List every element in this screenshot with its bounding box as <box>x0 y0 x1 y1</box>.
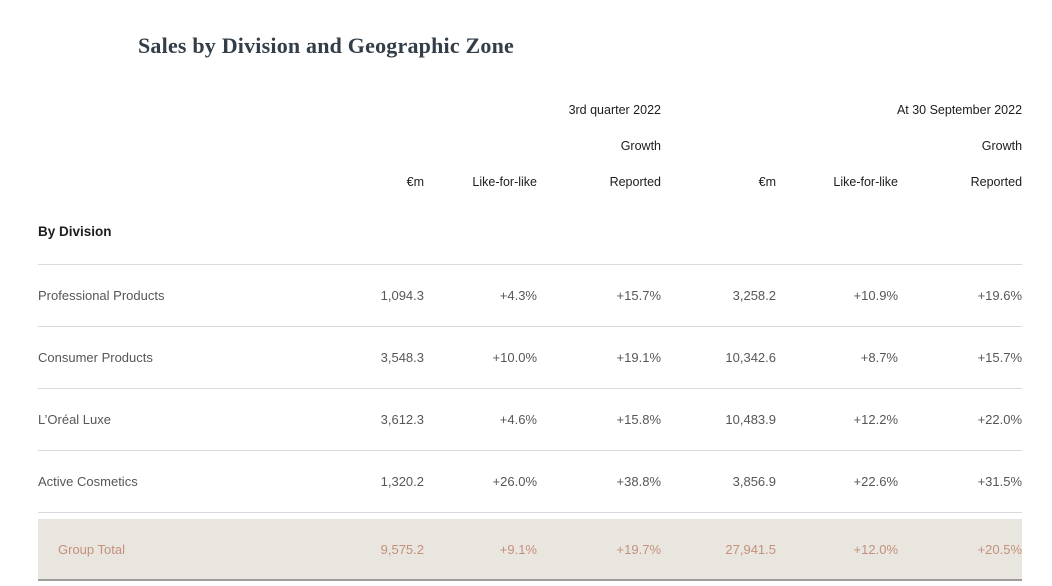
cell-value: 10,483.9 <box>661 388 776 451</box>
section-header-row: By Division <box>38 200 1023 265</box>
cell-value: 1,320.2 <box>318 450 424 513</box>
cell-value: +10.0% <box>424 326 537 389</box>
total-cell-value: +19.7% <box>537 519 661 581</box>
table-row-loreal-luxe: L’Oréal Luxe 3,612.3 +4.6% +15.8% 10,483… <box>38 388 1023 451</box>
cell-value: 3,856.9 <box>661 450 776 513</box>
spacer-row <box>38 512 1022 519</box>
section-label: By Division <box>38 200 1023 265</box>
cell-value: 1,094.3 <box>318 264 424 327</box>
growth-header-ytd: Growth <box>981 139 1023 153</box>
column-header-row: €m Like-for-like Reported €m Like-for-li… <box>38 164 1022 200</box>
cell-value: +26.0% <box>424 450 537 513</box>
cell-value: +10.9% <box>776 264 898 327</box>
page-title: Sales by Division and Geographic Zone <box>138 33 514 58</box>
cell-value: +8.7% <box>776 326 898 389</box>
row-label: L’Oréal Luxe <box>38 388 318 451</box>
column-header-reported-q3: Reported <box>609 175 661 189</box>
cell-value: +22.6% <box>776 450 898 513</box>
sales-table: 3rd quarter 2022 At 30 September 2022 Gr… <box>38 92 1023 581</box>
table-row-consumer-products: Consumer Products 3,548.3 +10.0% +19.1% … <box>38 326 1023 389</box>
cell-value: 3,548.3 <box>318 326 424 389</box>
row-label: Consumer Products <box>38 326 318 389</box>
cell-value: +4.3% <box>424 264 537 327</box>
cell-value: +15.8% <box>537 388 661 451</box>
cell-value: +31.5% <box>898 450 1023 513</box>
row-label: Active Cosmetics <box>38 450 318 513</box>
table-row-active-cosmetics: Active Cosmetics 1,320.2 +26.0% +38.8% 3… <box>38 450 1023 513</box>
period-header-q3: 3rd quarter 2022 <box>568 103 661 117</box>
column-header-spacer <box>38 164 318 200</box>
period-header-ytd: At 30 September 2022 <box>896 103 1023 117</box>
column-header-eur-ytd: €m <box>758 175 776 189</box>
column-header-lfl-q3: Like-for-like <box>472 175 537 189</box>
cell-value: +15.7% <box>537 264 661 327</box>
cell-value: +19.1% <box>537 326 661 389</box>
cell-value: +15.7% <box>898 326 1023 389</box>
growth-header-row: Growth Growth <box>38 128 1022 164</box>
total-cell-value: 9,575.2 <box>318 519 424 581</box>
report-content: Sales by Division and Geographic Zone 3r… <box>38 0 1023 581</box>
cell-value: 3,612.3 <box>318 388 424 451</box>
column-header-reported-ytd: Reported <box>970 175 1023 189</box>
cell-value: +38.8% <box>537 450 661 513</box>
growth-header-q3: Growth <box>620 139 661 153</box>
row-label: Professional Products <box>38 264 318 327</box>
cell-value: +19.6% <box>898 264 1023 327</box>
cell-value: +12.2% <box>776 388 898 451</box>
total-row: Group Total 9,575.2 +9.1% +19.7% 27,941.… <box>38 519 1023 581</box>
total-row-label: Group Total <box>38 519 318 581</box>
table-row-professional-products: Professional Products 1,094.3 +4.3% +15.… <box>38 264 1023 327</box>
total-cell-value: +12.0% <box>776 519 898 581</box>
period-header-row: 3rd quarter 2022 At 30 September 2022 <box>38 92 1022 128</box>
total-cell-value: +20.5% <box>898 519 1023 581</box>
column-header-eur-q3: €m <box>406 175 424 189</box>
cell-value: +4.6% <box>424 388 537 451</box>
cell-value: 3,258.2 <box>661 264 776 327</box>
cell-value: +22.0% <box>898 388 1023 451</box>
cell-value: 10,342.6 <box>661 326 776 389</box>
column-header-lfl-ytd: Like-for-like <box>833 175 898 189</box>
total-cell-value: +9.1% <box>424 519 537 581</box>
total-cell-value: 27,941.5 <box>661 519 776 581</box>
